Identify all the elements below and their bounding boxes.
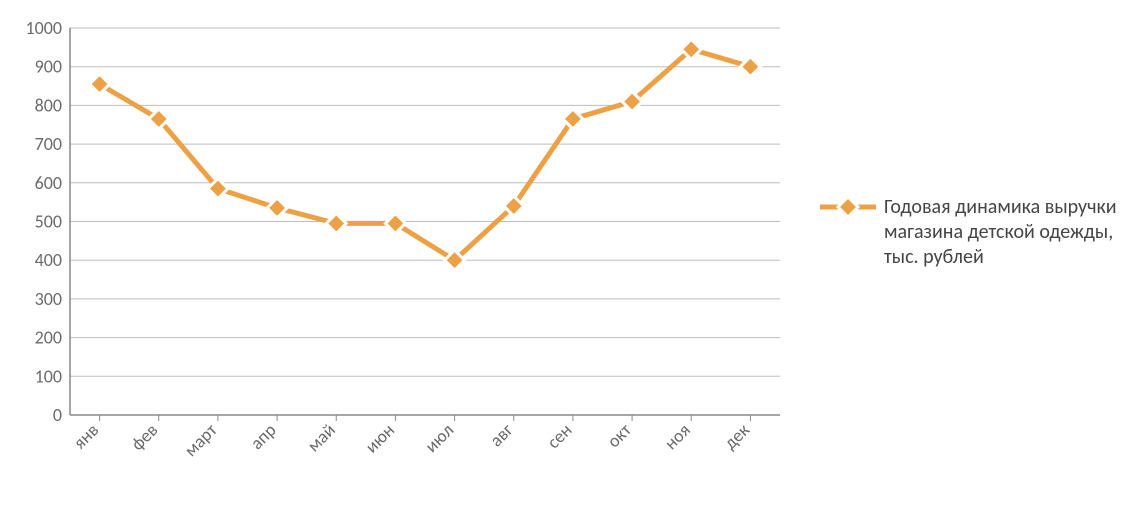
data-marker bbox=[326, 213, 346, 233]
x-tick-label: июн bbox=[361, 419, 399, 457]
x-tick-label: апр bbox=[246, 419, 281, 454]
chart-container: 01002003004005006007008009001000янвфевма… bbox=[0, 0, 1140, 525]
x-tick-label: май bbox=[303, 419, 340, 456]
y-tick-label: 500 bbox=[35, 211, 62, 233]
y-tick-label: 600 bbox=[35, 172, 62, 194]
x-tick-label: июл bbox=[420, 419, 458, 457]
x-tick-label: янв bbox=[69, 419, 103, 453]
y-tick-label: 100 bbox=[35, 365, 62, 387]
data-marker bbox=[267, 198, 287, 218]
legend-swatch bbox=[820, 197, 876, 217]
x-tick-label: авг bbox=[485, 418, 518, 451]
x-tick-label: ноя bbox=[660, 419, 695, 454]
data-marker bbox=[740, 57, 760, 77]
y-tick-label: 1000 bbox=[26, 20, 63, 39]
x-tick-label: дек bbox=[719, 419, 754, 454]
x-tick-label: март bbox=[180, 419, 222, 461]
legend: Годовая динамика выручки магазина детско… bbox=[820, 195, 1120, 270]
y-tick-label: 700 bbox=[35, 133, 62, 155]
legend-label: Годовая динамика выручки магазина детско… bbox=[884, 195, 1120, 270]
x-tick-label: фев bbox=[126, 419, 162, 455]
y-tick-label: 400 bbox=[35, 249, 62, 271]
x-tick-label: сен bbox=[542, 419, 576, 453]
y-tick-label: 800 bbox=[35, 94, 62, 116]
chart-svg: 01002003004005006007008009001000янвфевма… bbox=[10, 20, 790, 505]
y-tick-label: 900 bbox=[35, 56, 62, 78]
x-tick-label: окт bbox=[603, 419, 636, 452]
y-tick-label: 300 bbox=[35, 288, 62, 310]
y-tick-label: 0 bbox=[53, 404, 62, 426]
legend-swatch-svg bbox=[820, 197, 876, 217]
series-line bbox=[100, 49, 751, 260]
line-chart: 01002003004005006007008009001000янвфевма… bbox=[10, 20, 790, 505]
y-tick-label: 200 bbox=[35, 327, 62, 349]
